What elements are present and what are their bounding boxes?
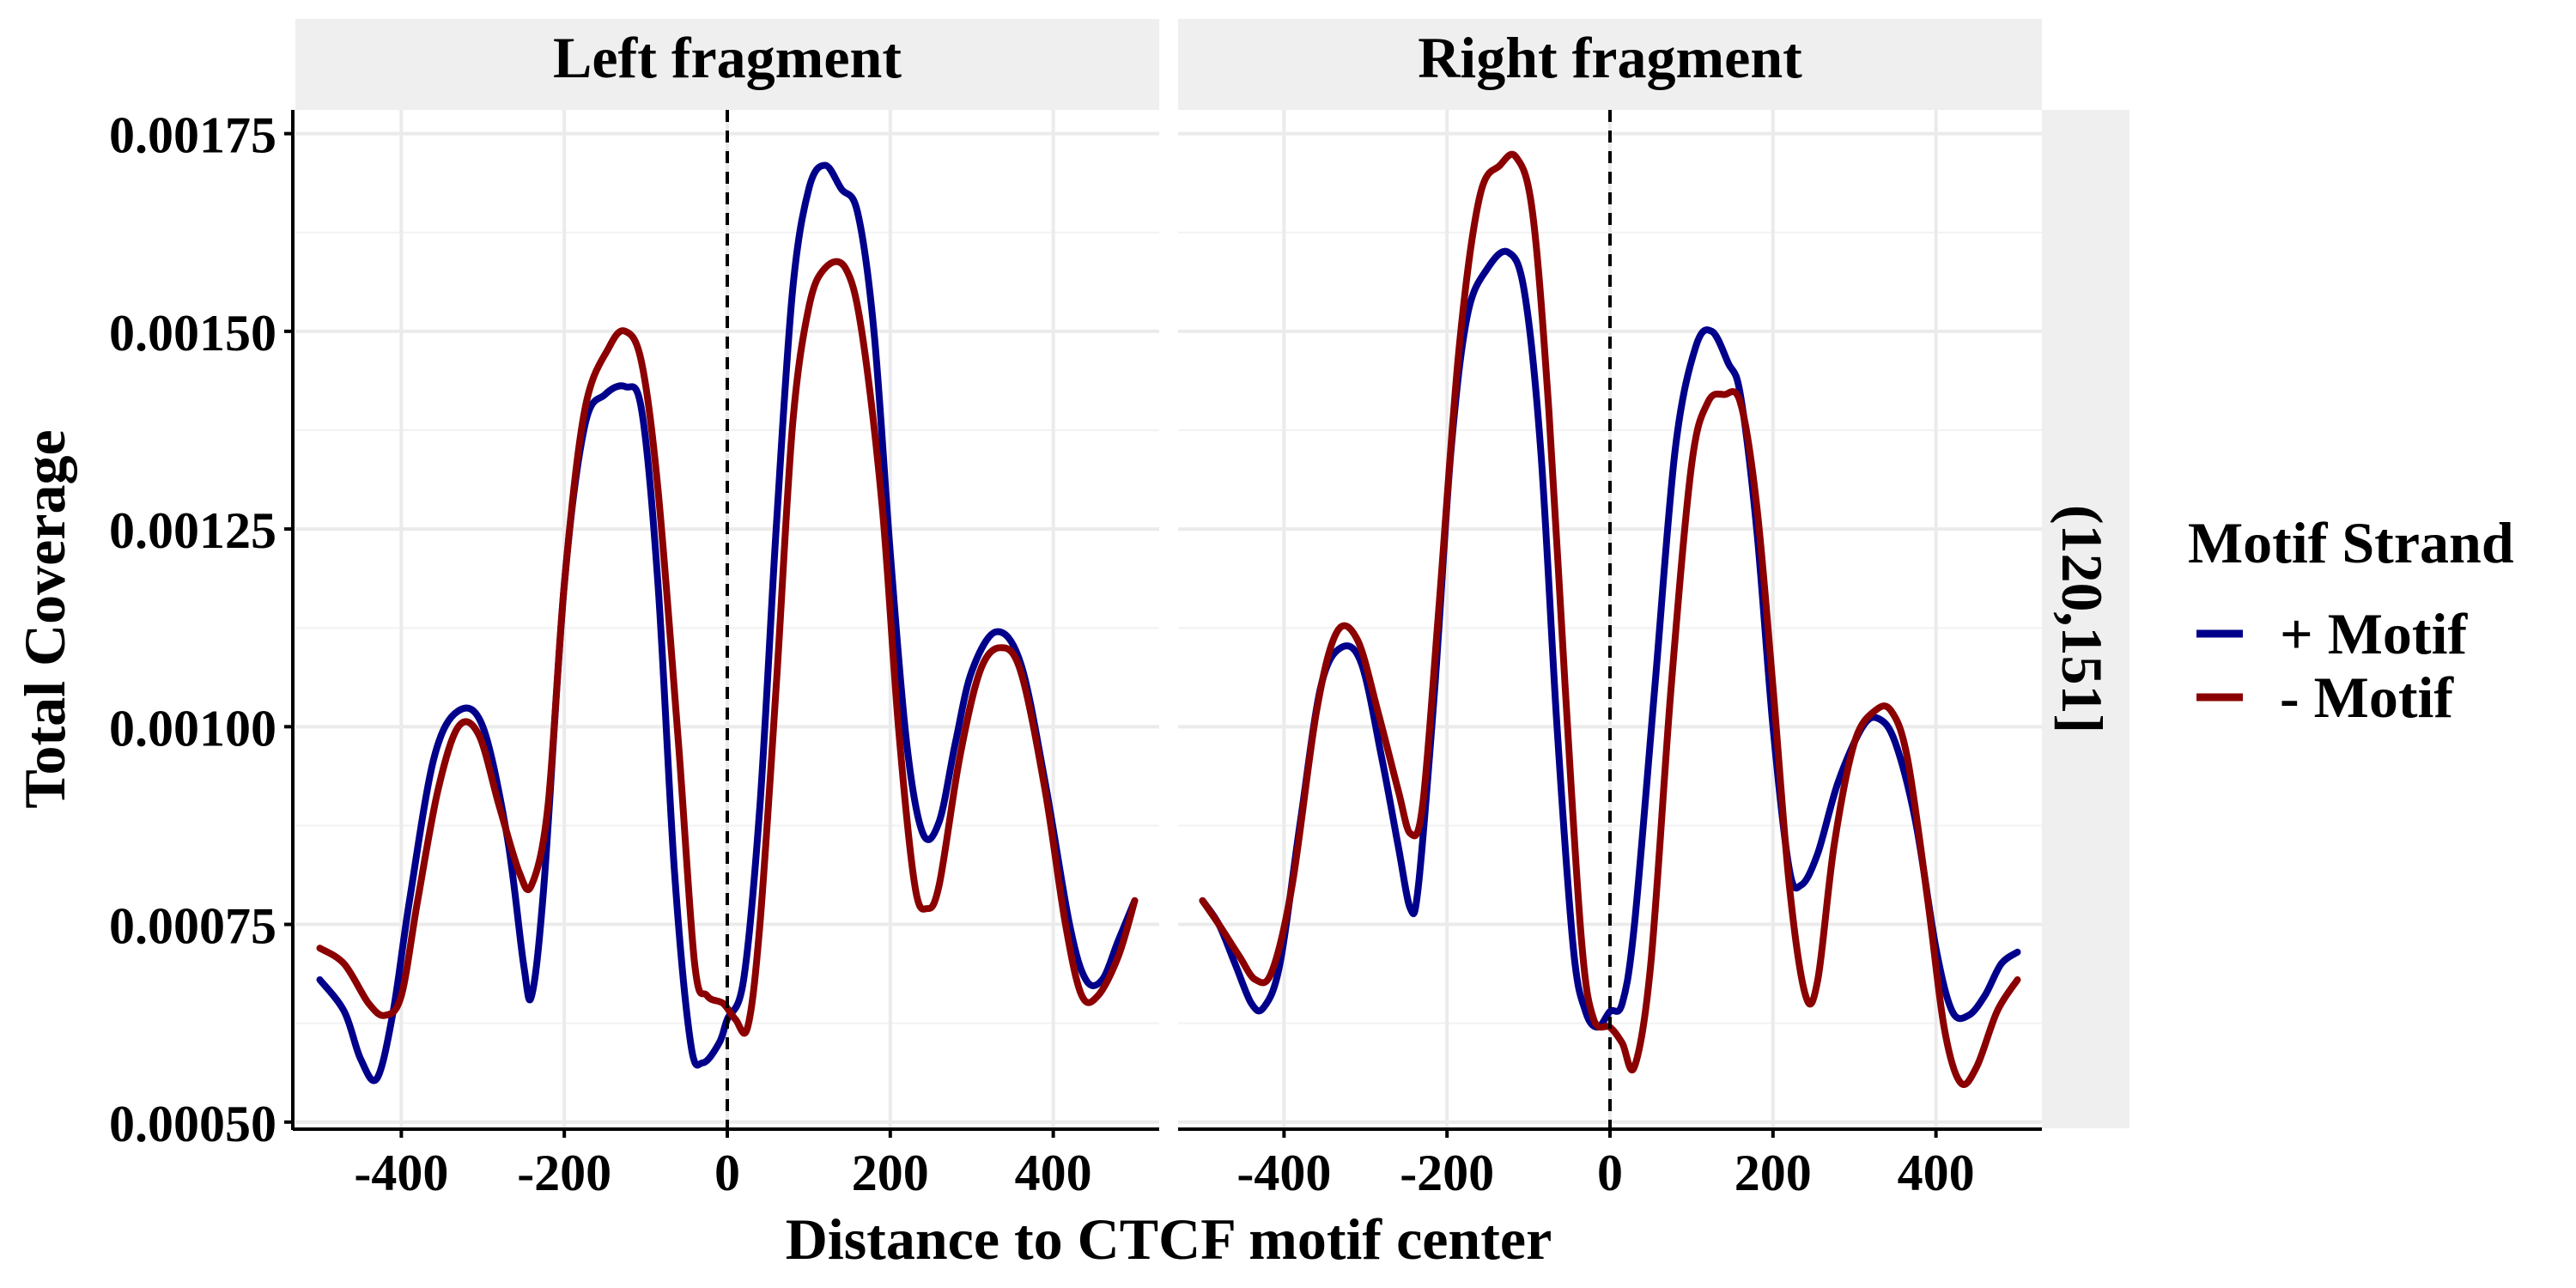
- x-tick-label: 200: [1735, 1145, 1812, 1201]
- panel-left-title: Left fragment: [553, 25, 902, 90]
- panel-right-title: Right fragment: [1418, 25, 1802, 90]
- y-axis-ticks: 0.00050 0.00075 0.00100 0.00125 0.00150 0.001…: [109, 107, 293, 1152]
- panel-right-strip: [1178, 19, 2042, 110]
- y-axis-title: Total Coverage: [12, 429, 77, 808]
- x-tick-label: -200: [517, 1145, 611, 1201]
- x-tick-label: 200: [852, 1145, 929, 1201]
- legend-label-plus-motif: + Motif: [2280, 601, 2468, 666]
- x-tick-label: 400: [1015, 1145, 1092, 1201]
- y-axis: 0.00050 0.00075 0.00100 0.00125 0.00150 0.001…: [12, 107, 295, 1152]
- row-strip-label: (120,151]: [2050, 505, 2115, 733]
- legend-title: Motif Strand: [2188, 510, 2514, 575]
- y-tick-label: 0.00050: [109, 1096, 276, 1152]
- series-line-minus-motif: [1199, 150, 2021, 1088]
- x-axis: -400 -200 0 200 400 -400 -200 0 200 400 Distance …: [293, 1127, 2042, 1272]
- panel-left: Left fragment: [295, 19, 1159, 1130]
- x-axis-ticks: -400 -200 0 200 400 -400 -200 0 200 400: [354, 1129, 1975, 1201]
- panel-right-series: [1199, 110, 2021, 1130]
- x-tick-label: 400: [1898, 1145, 1975, 1201]
- x-tick-label: -400: [1236, 1145, 1331, 1201]
- panel-right: Right fragment: [1178, 19, 2042, 1130]
- y-tick-label: 0.00100: [109, 700, 276, 756]
- y-tick-label: 0.00125: [109, 502, 276, 559]
- row-strip-background: [2042, 110, 2129, 1128]
- x-tick-label: -200: [1400, 1145, 1494, 1201]
- y-tick-label: 0.00075: [109, 898, 276, 955]
- y-tick-label: 0.00175: [109, 107, 276, 164]
- x-tick-label: -400: [354, 1145, 448, 1201]
- series-line-minus-motif: [316, 258, 1139, 1037]
- row-strip: (120,151]: [2042, 110, 2129, 1128]
- x-tick-label: 0: [714, 1145, 740, 1201]
- panel-left-series: [316, 110, 1139, 1130]
- panel-left-strip: [295, 19, 1159, 110]
- y-tick-label: 0.00150: [109, 305, 276, 361]
- x-tick-label: 0: [1597, 1145, 1623, 1201]
- legend-label-minus-motif: - Motif: [2280, 665, 2454, 730]
- x-axis-title: Distance to CTCF motif center: [786, 1206, 1552, 1272]
- legend: Motif Strand + Motif - Motif: [2188, 510, 2514, 730]
